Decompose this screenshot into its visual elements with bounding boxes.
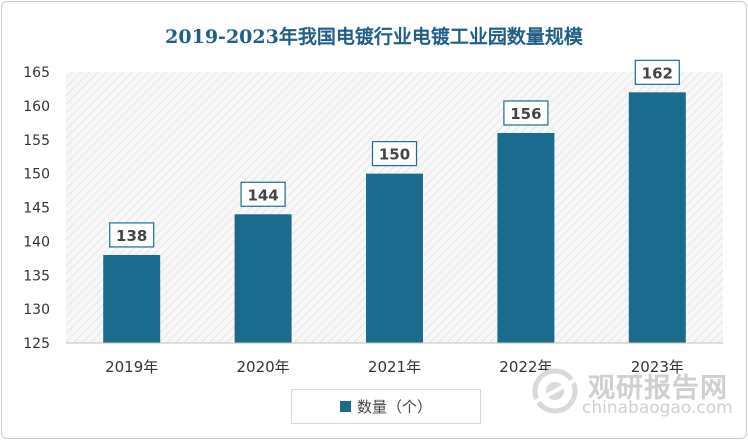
y-tick-label: 135 bbox=[23, 268, 50, 284]
y-tick-label: 140 bbox=[23, 234, 50, 250]
y-tick-label: 160 bbox=[23, 99, 50, 115]
y-tick-label: 155 bbox=[23, 133, 50, 149]
watermark-logo-icon bbox=[532, 368, 578, 414]
watermark-text: 观研报告网 bbox=[588, 373, 728, 404]
y-axis: 125 130 135 140 145 150 155 160 165 bbox=[23, 65, 50, 352]
data-label-box bbox=[371, 141, 418, 167]
legend: 数量（个） bbox=[291, 389, 481, 424]
y-tick-label: 130 bbox=[23, 302, 50, 318]
x-tick-label: 2023年 bbox=[631, 358, 684, 376]
bar bbox=[366, 173, 423, 343]
bar bbox=[497, 132, 555, 343]
bar bbox=[103, 254, 161, 343]
bar bbox=[234, 214, 292, 343]
watermark: 观研报告网 chinabaogao.com bbox=[530, 362, 740, 422]
data-label-box bbox=[240, 181, 286, 207]
legend-swatch bbox=[339, 401, 351, 412]
data-label: 156 bbox=[510, 105, 541, 123]
y-tick-label: 145 bbox=[23, 201, 50, 217]
data-label: 150 bbox=[379, 146, 410, 164]
x-tick-label: 2019年 bbox=[105, 358, 158, 376]
data-label-box bbox=[634, 59, 680, 85]
bars-group: 138 144 150 156 162 bbox=[103, 59, 686, 343]
bar bbox=[628, 92, 686, 343]
chart-title: 2019-2023年我国电镀行业电镀工业园数量规模 bbox=[165, 26, 583, 48]
data-label-box bbox=[503, 100, 549, 126]
y-tick-label: 150 bbox=[23, 167, 50, 183]
x-tick-label: 2022年 bbox=[499, 358, 552, 376]
x-axis: 2019年 2020年 2021年 2022年 2023年 bbox=[66, 342, 723, 376]
y-tick-label: 125 bbox=[23, 336, 50, 352]
data-label: 162 bbox=[642, 64, 673, 82]
y-tick-label: 165 bbox=[23, 65, 50, 81]
data-label: 144 bbox=[247, 186, 278, 204]
legend-label: 数量（个） bbox=[356, 398, 432, 416]
x-tick-label: 2020年 bbox=[237, 358, 290, 376]
watermark-url: chinabaogao.com bbox=[582, 398, 733, 418]
data-label-box bbox=[109, 222, 155, 248]
data-label: 138 bbox=[116, 227, 147, 245]
x-tick-label: 2021年 bbox=[368, 358, 421, 376]
